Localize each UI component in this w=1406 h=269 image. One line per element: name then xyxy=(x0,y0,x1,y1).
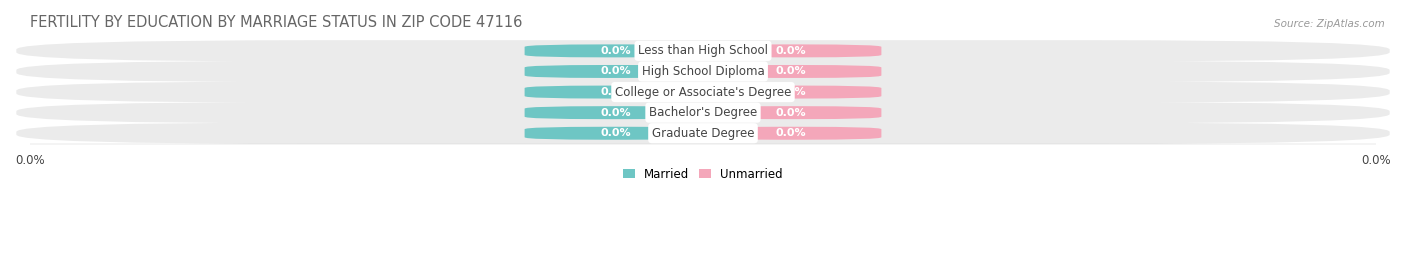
Text: Bachelor's Degree: Bachelor's Degree xyxy=(650,106,756,119)
Text: 0.0%: 0.0% xyxy=(775,87,806,97)
Text: 0.0%: 0.0% xyxy=(600,128,631,138)
FancyBboxPatch shape xyxy=(700,86,882,98)
Text: High School Diploma: High School Diploma xyxy=(641,65,765,78)
Text: Source: ZipAtlas.com: Source: ZipAtlas.com xyxy=(1274,19,1385,29)
FancyBboxPatch shape xyxy=(17,40,1389,62)
Legend: Married, Unmarried: Married, Unmarried xyxy=(619,163,787,185)
Text: 0.0%: 0.0% xyxy=(600,108,631,118)
Text: 0.0%: 0.0% xyxy=(600,46,631,56)
Text: 0.0%: 0.0% xyxy=(775,46,806,56)
FancyBboxPatch shape xyxy=(524,127,706,140)
Text: Graduate Degree: Graduate Degree xyxy=(652,127,754,140)
Text: 0.0%: 0.0% xyxy=(775,108,806,118)
FancyBboxPatch shape xyxy=(17,123,1389,144)
Text: 0.0%: 0.0% xyxy=(600,87,631,97)
FancyBboxPatch shape xyxy=(17,61,1389,82)
Text: 0.0%: 0.0% xyxy=(775,66,806,76)
Text: College or Associate's Degree: College or Associate's Degree xyxy=(614,86,792,98)
Text: FERTILITY BY EDUCATION BY MARRIAGE STATUS IN ZIP CODE 47116: FERTILITY BY EDUCATION BY MARRIAGE STATU… xyxy=(30,15,522,30)
Text: Less than High School: Less than High School xyxy=(638,44,768,57)
FancyBboxPatch shape xyxy=(17,81,1389,103)
FancyBboxPatch shape xyxy=(524,65,706,78)
FancyBboxPatch shape xyxy=(524,44,706,57)
FancyBboxPatch shape xyxy=(700,44,882,57)
FancyBboxPatch shape xyxy=(524,106,706,119)
Text: 0.0%: 0.0% xyxy=(600,66,631,76)
FancyBboxPatch shape xyxy=(700,106,882,119)
FancyBboxPatch shape xyxy=(700,127,882,140)
FancyBboxPatch shape xyxy=(700,65,882,78)
FancyBboxPatch shape xyxy=(17,102,1389,123)
FancyBboxPatch shape xyxy=(524,86,706,98)
Text: 0.0%: 0.0% xyxy=(775,128,806,138)
